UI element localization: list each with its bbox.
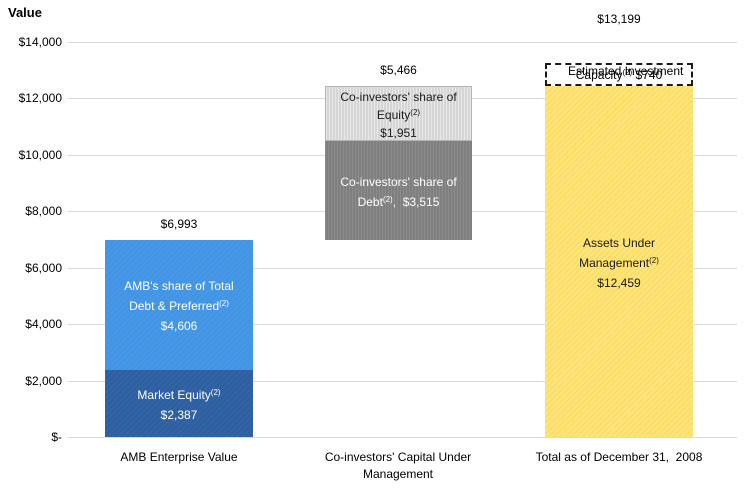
bar3-estimated-investment-line1: Estimated Investment [567,64,684,78]
bar2-segment-coinvestors-debt: Co-investors' share of Debt(2), $3,515 [325,141,472,240]
segment-label: AMB's share of Total Debt & Preferred(2)… [124,279,234,333]
y-tick-label: $10,000 [18,148,62,162]
gridline-14000 [68,42,737,43]
segment-label: Capacity(2) $740 [575,67,663,82]
y-tick-label: $14,000 [18,35,62,49]
bar3-total-label: $13,199 [597,12,641,26]
bar1-total-label: $6,993 [160,217,198,231]
y-tick-label: $8,000 [25,204,62,218]
x-category-coinvestors-capital: Co-investors' Capital Under Management [324,450,472,481]
bar3-segment-estimated-investment-capacity: Capacity(2) $740 [545,63,693,86]
bar2-total-label: $5,466 [380,63,417,77]
gridline-6000 [68,268,737,269]
bar3-segment-assets-under-management: Assets Under Management(2) $12,459 [545,86,693,437]
y-tick-label: $12,000 [18,91,62,105]
segment-label: Co-investors' share of Equity(2) $1,951 [340,89,457,140]
segment-label: Co-investors' share of Debt(2), $3,515 [340,174,457,209]
y-axis-title: Value [8,5,42,20]
segment-label: Assets Under Management(2) $12,459 [579,235,659,290]
y-tick-label: $4,000 [25,317,62,331]
y-tick-label: $2,000 [25,374,62,388]
bar2-segment-coinvestors-equity: Co-investors' share of Equity(2) $1,951 [325,86,472,141]
x-category-amb-enterprise-value: AMB Enterprise Value [120,450,238,464]
y-tick-label: $6,000 [25,261,62,275]
x-axis-line [68,437,737,438]
bar1-segment-market-equity: Market Equity(2) $2,387 [105,370,253,437]
gridline-4000 [68,324,737,325]
y-tick-label: $- [51,430,62,444]
bar1-segment-amb-share-debt-preferred: AMB's share of Total Debt & Preferred(2)… [105,240,253,370]
x-category-total-december-2008: Total as of December 31, 2008 [535,450,703,464]
gridline-2000 [68,381,737,382]
segment-label: Market Equity(2) $2,387 [137,387,221,422]
